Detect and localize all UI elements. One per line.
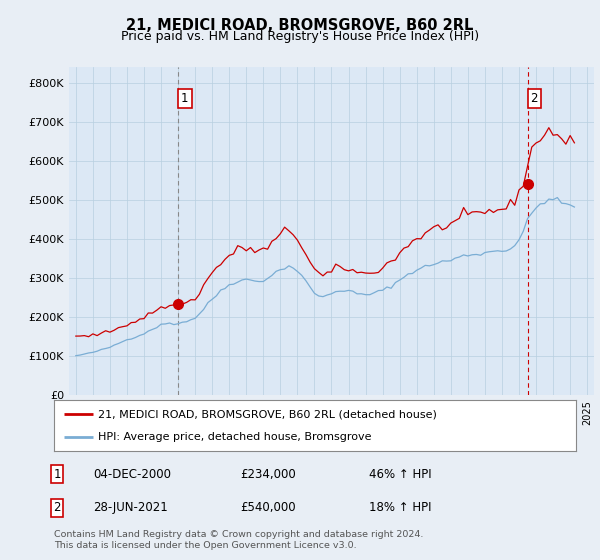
Text: This data is licensed under the Open Government Licence v3.0.: This data is licensed under the Open Gov… xyxy=(54,541,356,550)
Text: Price paid vs. HM Land Registry's House Price Index (HPI): Price paid vs. HM Land Registry's House … xyxy=(121,30,479,43)
Text: 21, MEDICI ROAD, BROMSGROVE, B60 2RL: 21, MEDICI ROAD, BROMSGROVE, B60 2RL xyxy=(127,18,473,33)
Text: 2: 2 xyxy=(530,92,538,105)
Text: 2: 2 xyxy=(53,501,61,515)
Text: 04-DEC-2000: 04-DEC-2000 xyxy=(93,468,171,481)
Text: £234,000: £234,000 xyxy=(240,468,296,481)
Text: HPI: Average price, detached house, Bromsgrove: HPI: Average price, detached house, Brom… xyxy=(98,432,372,442)
Text: 21, MEDICI ROAD, BROMSGROVE, B60 2RL (detached house): 21, MEDICI ROAD, BROMSGROVE, B60 2RL (de… xyxy=(98,409,437,419)
Text: 28-JUN-2021: 28-JUN-2021 xyxy=(93,501,168,515)
Text: Contains HM Land Registry data © Crown copyright and database right 2024.: Contains HM Land Registry data © Crown c… xyxy=(54,530,424,539)
Text: £540,000: £540,000 xyxy=(240,501,296,515)
Text: 1: 1 xyxy=(53,468,61,481)
Text: 18% ↑ HPI: 18% ↑ HPI xyxy=(369,501,431,515)
Text: 46% ↑ HPI: 46% ↑ HPI xyxy=(369,468,431,481)
Text: 1: 1 xyxy=(181,92,188,105)
